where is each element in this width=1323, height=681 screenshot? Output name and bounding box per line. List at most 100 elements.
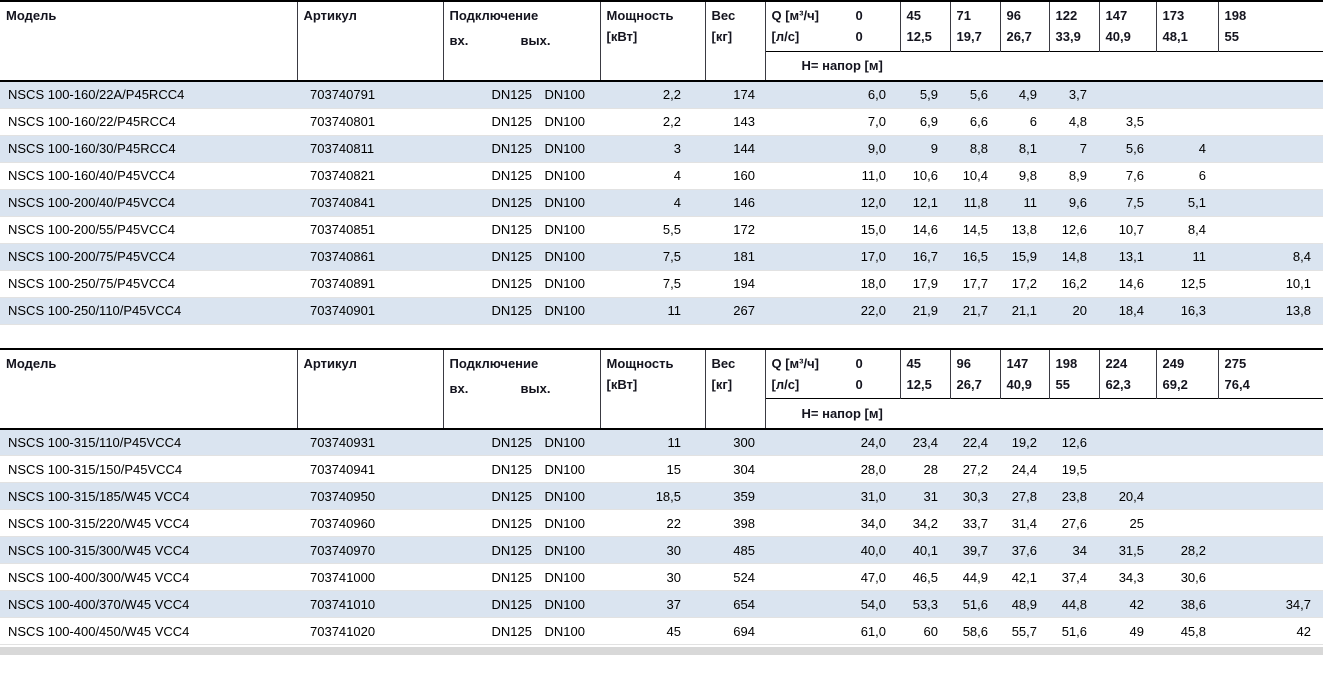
connection-inlet-cell: DN125 [443, 536, 535, 564]
head-value-cell [1218, 135, 1323, 163]
connection-outlet-cell: DN100 [535, 428, 600, 456]
head-value-cell: 34,7 [1218, 590, 1323, 618]
power-cell: 4 [600, 189, 705, 217]
head-value-cell: 31,0 [765, 482, 900, 510]
head-value-cell: 9 [900, 135, 950, 163]
col-header-model: Модель [6, 355, 57, 371]
col-header-flow-q: Q [м³/ч] 0 [л/с] 0 [764, 1, 900, 51]
head-value-cell [1218, 108, 1323, 136]
head-value-cell: 28,2 [1156, 536, 1218, 564]
weight-cell: 485 [705, 536, 765, 564]
head-value-cell [1218, 428, 1323, 456]
model-cell: NSCS 100-400/370/W45 VCC4 [0, 590, 297, 618]
table-row: NSCS 100-400/450/W45 VCC4 703741020 DN125 D… [0, 617, 1323, 645]
head-value-cell: 46,5 [900, 563, 950, 591]
head-value-cell [1156, 81, 1218, 109]
weight-cell: 267 [705, 297, 765, 325]
table-row: NSCS 100-250/75/P45VCC4 703740891 DN125 DN1… [0, 270, 1323, 298]
power-cell: 7,5 [600, 270, 705, 298]
article-cell: 703740811 [297, 135, 443, 163]
flow-m3h-value: 122 [1055, 8, 1078, 23]
article-cell: 703740901 [297, 297, 443, 325]
model-cell: NSCS 100-315/220/W45 VCC4 [0, 509, 297, 537]
head-value-cell: 27,8 [1000, 482, 1049, 510]
weight-unit-label: [кг] [711, 29, 733, 44]
head-value-cell [1218, 81, 1323, 109]
weight-cell: 398 [705, 509, 765, 537]
connection-outlet-cell: DN100 [535, 590, 600, 618]
head-value-cell: 42 [1099, 590, 1156, 618]
col-header-article: Артикул [296, 1, 443, 81]
head-value-cell: 39,7 [950, 536, 1000, 564]
weight-cell: 146 [705, 189, 765, 217]
article-cell: 703740950 [297, 482, 443, 510]
model-cell: NSCS 100-160/30/P45RCC4 [0, 135, 297, 163]
head-value-cell: 19,2 [1000, 428, 1049, 456]
table-row: NSCS 100-160/22/P45RCC4 703740801 DN125 DN1… [0, 108, 1323, 136]
article-cell: 703740931 [297, 428, 443, 456]
flow-ls-row: [л/с] 0 [772, 374, 900, 395]
weight-cell: 300 [705, 428, 765, 456]
table-header: Модель Артикул Подключение Мощность [кВт… [0, 348, 1323, 429]
head-value-cell: 8,9 [1049, 162, 1099, 190]
head-value-cell: 6,0 [765, 81, 900, 109]
article-cell: 703740970 [297, 536, 443, 564]
flow-ls-value: 40,9 [1105, 29, 1131, 44]
table-row: NSCS 100-315/220/W45 VCC4 703740960 DN125 D… [0, 509, 1323, 537]
head-value-cell: 58,6 [950, 617, 1000, 645]
article-cell: 703741000 [297, 563, 443, 591]
flow-m3h-value: 198 [1224, 8, 1247, 23]
weight-unit-label: [кг] [711, 376, 733, 392]
head-value-cell: 13,1 [1099, 243, 1156, 271]
connection-outlet-cell: DN100 [535, 482, 600, 510]
head-value-cell: 7,0 [765, 108, 900, 136]
connection-inlet-cell: DN125 [443, 243, 535, 271]
article-cell: 703740960 [297, 509, 443, 537]
article-cell: 703741020 [297, 617, 443, 645]
flow-column-header: 71 19,7 [949, 1, 1000, 51]
head-value-cell: 4,9 [1000, 81, 1049, 109]
head-value-cell: 12,6 [1049, 216, 1099, 244]
flow-column-header: 45 12,5 [899, 348, 950, 399]
head-value-cell: 9,0 [765, 135, 900, 163]
connection-inlet-cell: DN125 [443, 509, 535, 537]
flow-ls-value: 55 [1224, 29, 1239, 44]
head-value-cell: 44,8 [1049, 590, 1099, 618]
head-value-cell: 7,5 [1099, 189, 1156, 217]
head-value-cell: 44,9 [950, 563, 1000, 591]
head-value-cell: 17,7 [950, 270, 1000, 298]
connection-inlet-cell: DN125 [443, 455, 535, 483]
power-cell: 5,5 [600, 216, 705, 244]
col-header-flow-q: Q [м³/ч] 0 [л/с] 0 [764, 348, 900, 399]
weight-cell: 524 [705, 563, 765, 591]
head-value-cell [1156, 428, 1218, 456]
q-ls-label: [л/с] [771, 29, 800, 44]
pump-data-table-2: Модель Артикул Подключение Мощность [кВт… [0, 347, 1323, 645]
model-cell: NSCS 100-400/300/W45 VCC4 [0, 563, 297, 591]
table-row: NSCS 100-160/30/P45RCC4 703740811 DN125 DN1… [0, 135, 1323, 163]
head-value-cell: 33,7 [950, 509, 1000, 537]
head-row-label: Н= напор [м] [764, 398, 1323, 429]
head-value-cell: 15,0 [765, 216, 900, 244]
head-value-cell: 22,4 [950, 428, 1000, 456]
connection-outlet-cell: DN100 [535, 536, 600, 564]
head-value-cell: 6,6 [950, 108, 1000, 136]
head-value-cell: 24,4 [1000, 455, 1049, 483]
power-cell: 45 [600, 617, 705, 645]
flow-ls-value: 76,4 [1224, 376, 1250, 392]
col-header-power: Мощность [кВт] [599, 1, 705, 81]
flow-column-header: 275 76,4 [1217, 348, 1323, 399]
head-value-cell: 5,1 [1156, 189, 1218, 217]
head-value-cell: 37,4 [1049, 563, 1099, 591]
head-value-cell: 17,9 [900, 270, 950, 298]
flow-ls-value: 48,1 [1162, 29, 1188, 44]
table-body: NSCS 100-160/22A/P45RCC4 703740791 DN125 DN… [0, 81, 1323, 325]
model-cell: NSCS 100-160/40/P45VCC4 [0, 162, 297, 190]
head-value-cell: 22,0 [765, 297, 900, 325]
col-header-weight: Вес [кг] [704, 1, 765, 81]
head-value-cell: 3,7 [1049, 81, 1099, 109]
head-value-cell [1218, 189, 1323, 217]
flow-ls-value: 26,7 [956, 376, 982, 392]
head-value-cell: 13,8 [1218, 297, 1323, 325]
flow-ls-value: 19,7 [956, 29, 982, 44]
